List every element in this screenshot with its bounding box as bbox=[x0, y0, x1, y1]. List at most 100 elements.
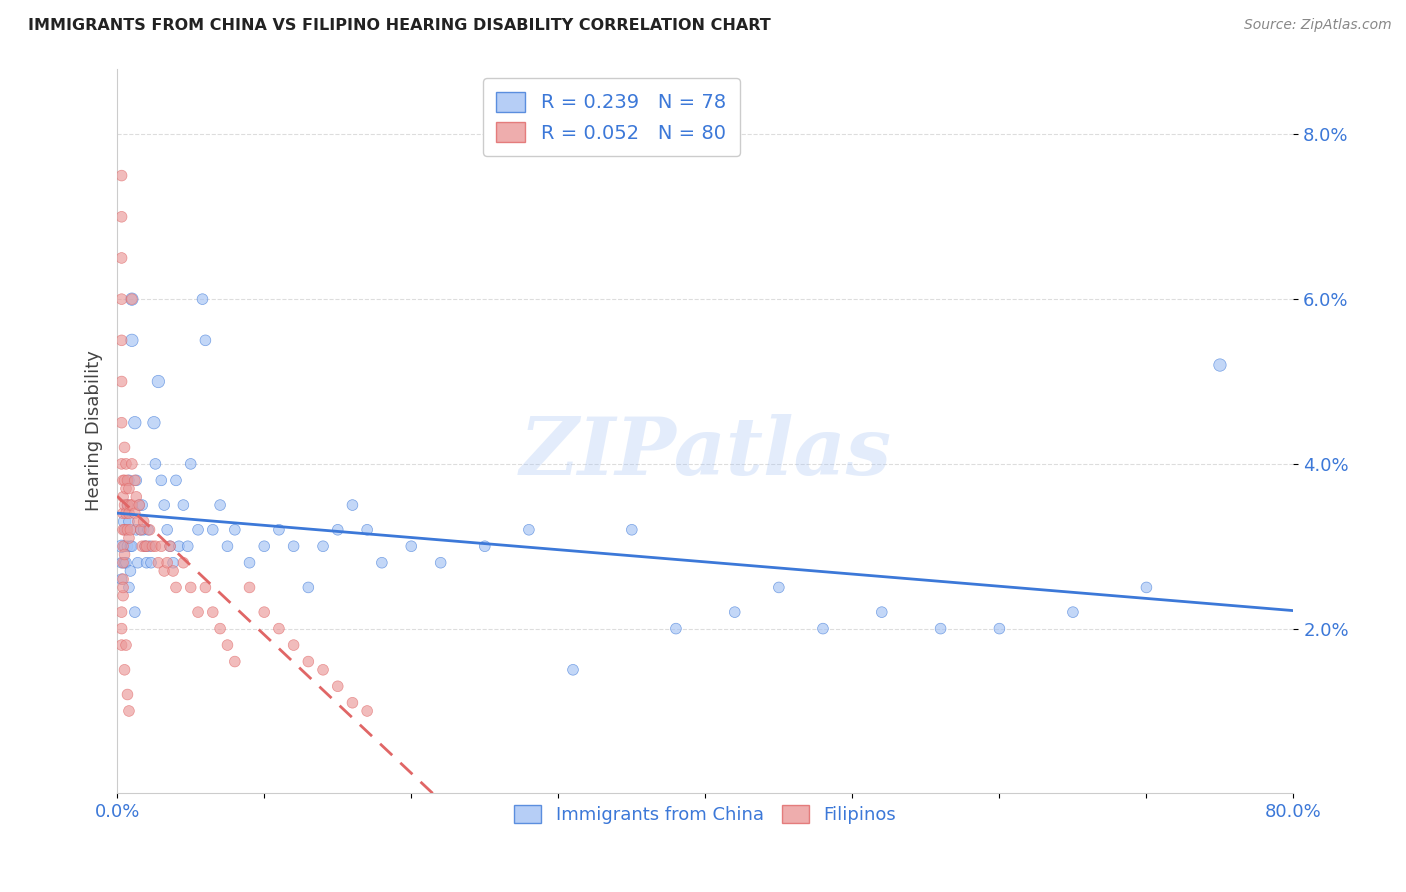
Point bbox=[134, 539, 156, 553]
Point bbox=[112, 556, 135, 570]
Point bbox=[118, 515, 141, 529]
Point bbox=[114, 556, 136, 570]
Point bbox=[187, 605, 209, 619]
Point bbox=[115, 482, 138, 496]
Point bbox=[162, 564, 184, 578]
Point bbox=[141, 539, 163, 553]
Point bbox=[121, 457, 143, 471]
Point bbox=[112, 539, 135, 553]
Point bbox=[114, 539, 136, 553]
Point bbox=[870, 605, 893, 619]
Point bbox=[117, 498, 139, 512]
Point bbox=[118, 531, 141, 545]
Point bbox=[474, 539, 496, 553]
Point bbox=[267, 622, 290, 636]
Point bbox=[114, 663, 136, 677]
Point bbox=[238, 556, 260, 570]
Point bbox=[150, 539, 173, 553]
Point bbox=[131, 498, 153, 512]
Point bbox=[148, 556, 170, 570]
Point bbox=[342, 498, 364, 512]
Point bbox=[110, 375, 132, 389]
Text: IMMIGRANTS FROM CHINA VS FILIPINO HEARING DISABILITY CORRELATION CHART: IMMIGRANTS FROM CHINA VS FILIPINO HEARIN… bbox=[28, 18, 770, 33]
Point bbox=[131, 539, 153, 553]
Point bbox=[929, 622, 952, 636]
Point bbox=[165, 474, 187, 488]
Point bbox=[112, 474, 135, 488]
Point bbox=[110, 251, 132, 265]
Point bbox=[209, 622, 232, 636]
Point bbox=[172, 556, 194, 570]
Point bbox=[172, 498, 194, 512]
Point bbox=[253, 539, 276, 553]
Point bbox=[120, 498, 142, 512]
Point bbox=[112, 523, 135, 537]
Point bbox=[110, 539, 132, 553]
Point bbox=[132, 515, 155, 529]
Point bbox=[118, 581, 141, 595]
Point bbox=[114, 523, 136, 537]
Point bbox=[125, 474, 148, 488]
Point bbox=[112, 506, 135, 520]
Point bbox=[124, 506, 146, 520]
Point bbox=[121, 498, 143, 512]
Point bbox=[139, 556, 162, 570]
Point bbox=[517, 523, 540, 537]
Point bbox=[142, 416, 165, 430]
Point bbox=[132, 523, 155, 537]
Text: ZIPatlas: ZIPatlas bbox=[519, 414, 891, 491]
Point bbox=[124, 605, 146, 619]
Point bbox=[136, 523, 159, 537]
Point bbox=[120, 564, 142, 578]
Point bbox=[118, 482, 141, 496]
Point bbox=[145, 539, 167, 553]
Point bbox=[110, 622, 132, 636]
Point bbox=[153, 498, 176, 512]
Point bbox=[135, 539, 157, 553]
Point bbox=[217, 638, 239, 652]
Point bbox=[620, 523, 643, 537]
Point bbox=[768, 581, 790, 595]
Point bbox=[127, 556, 149, 570]
Point bbox=[128, 498, 150, 512]
Point bbox=[115, 523, 138, 537]
Point bbox=[156, 523, 179, 537]
Point bbox=[297, 581, 319, 595]
Point bbox=[114, 515, 136, 529]
Point bbox=[135, 556, 157, 570]
Point bbox=[110, 556, 132, 570]
Text: Source: ZipAtlas.com: Source: ZipAtlas.com bbox=[1244, 18, 1392, 32]
Point bbox=[429, 556, 451, 570]
Point bbox=[1062, 605, 1084, 619]
Point bbox=[115, 457, 138, 471]
Point bbox=[180, 457, 202, 471]
Point bbox=[114, 441, 136, 455]
Point bbox=[724, 605, 747, 619]
Point bbox=[120, 523, 142, 537]
Point bbox=[1209, 358, 1232, 372]
Point bbox=[177, 539, 200, 553]
Point bbox=[342, 696, 364, 710]
Point bbox=[125, 523, 148, 537]
Point bbox=[217, 539, 239, 553]
Point bbox=[326, 679, 349, 693]
Point bbox=[121, 334, 143, 348]
Point bbox=[118, 474, 141, 488]
Point bbox=[665, 622, 688, 636]
Point bbox=[811, 622, 834, 636]
Point bbox=[153, 564, 176, 578]
Point bbox=[150, 474, 173, 488]
Point bbox=[156, 556, 179, 570]
Point bbox=[356, 523, 378, 537]
Point bbox=[401, 539, 423, 553]
Point bbox=[312, 539, 335, 553]
Point bbox=[162, 556, 184, 570]
Point bbox=[194, 581, 217, 595]
Point bbox=[312, 663, 335, 677]
Point bbox=[120, 539, 142, 553]
Point bbox=[112, 581, 135, 595]
Point bbox=[117, 474, 139, 488]
Point bbox=[129, 523, 152, 537]
Point bbox=[121, 292, 143, 306]
Point bbox=[110, 416, 132, 430]
